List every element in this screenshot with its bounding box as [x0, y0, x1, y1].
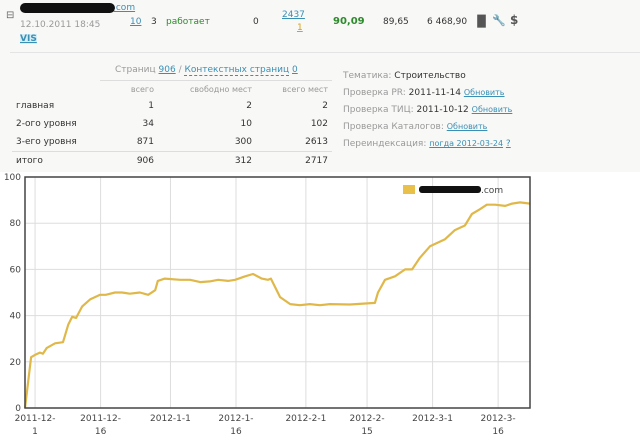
pages-label: Страниц [115, 65, 156, 75]
cell: 2-ого уровня [16, 119, 77, 129]
x-tick-label: 2011-12- [15, 414, 56, 424]
count: 3 [151, 17, 157, 27]
table-row: главная 1 2 2 [12, 97, 332, 115]
legend-label: .com [481, 186, 503, 196]
update-catalogs-link[interactable]: Обновить [446, 122, 488, 131]
x-tick-label: 2012-1- [218, 414, 253, 424]
x-tick-label: 2012-2-1 [285, 414, 326, 424]
header-total: всего [100, 80, 158, 97]
redacted-domain [20, 3, 115, 13]
status: работает [166, 17, 210, 27]
pages-summary: Страниц 906 / Контекстных страниц 0 [115, 65, 298, 76]
pages-table: всего свободно мест всего мест главная 1 2 2 … [12, 80, 332, 170]
help-link[interactable]: ? [505, 139, 511, 149]
cell: 906 [100, 151, 158, 170]
zero-value: 0 [253, 17, 259, 27]
x-tick-label-line2: 15 [361, 427, 372, 437]
x-tick-label-line2: 16 [95, 427, 107, 437]
x-tick-label: 2012-2- [349, 414, 384, 424]
x-tick-label: 2012-1-1 [150, 414, 191, 424]
cell: 2613 [305, 137, 328, 147]
catalogs-label: Проверка Каталогов: [343, 122, 444, 132]
value-3: 6 468,90 [427, 17, 468, 27]
y-tick-label: 20 [10, 358, 22, 368]
cell: 34 [142, 119, 154, 129]
y-tick-label: 60 [10, 265, 22, 275]
topic-value: Строительство [394, 71, 466, 81]
pr-date: 2011-11-14 [408, 88, 461, 98]
pr-label: Проверка PR: [343, 88, 406, 98]
cell: 312 [158, 151, 256, 170]
table-row: 2-ого уровня 34 10 102 [12, 115, 332, 133]
divider [10, 52, 640, 53]
table-row: 3-его уровня 871 300 2613 [12, 133, 332, 152]
header-blank [12, 81, 100, 98]
cell: 2717 [256, 151, 332, 170]
cell: главная [16, 101, 55, 111]
bottom-link[interactable]: 1 [297, 23, 303, 33]
x-tick-label-line2: 1 [32, 427, 38, 437]
y-tick-label: 80 [10, 219, 22, 229]
y-tick-label: 40 [10, 312, 22, 322]
redacted-legend-domain [419, 186, 481, 193]
cell: 10 [240, 119, 252, 129]
cell: 300 [234, 137, 252, 147]
cell: 1 [148, 101, 154, 111]
value-2: 89,65 [383, 17, 409, 27]
cell: 2 [322, 101, 328, 111]
x-tick-label: 2012-3- [481, 414, 516, 424]
y-tick-label: 0 [15, 404, 21, 414]
topic-label: Тематика: [343, 71, 392, 81]
tic-label: Проверка ТИЦ: [343, 105, 414, 115]
cell: 2 [246, 101, 252, 111]
plot-frame [24, 176, 531, 409]
pages-count-link[interactable]: 906 [158, 65, 176, 75]
x-tick-label-line2: 16 [230, 427, 242, 437]
reindex-link[interactable]: погда 2012-03-24 [429, 139, 504, 148]
y-tick-label: 100 [4, 173, 21, 183]
cell: 3-его уровня [16, 137, 77, 147]
update-tic-link[interactable]: Обновить [471, 105, 513, 114]
x-tick-label: 2011-12- [80, 414, 121, 424]
site-panel: ⊟ .com 12.10.2011 18:45 VIS 10 3 работае… [0, 0, 640, 172]
context-pages-link[interactable]: Контекстных страниц [184, 65, 290, 76]
vis-link[interactable]: VIS [20, 34, 37, 44]
header-free: свободно мест [158, 80, 256, 97]
total-row: итого 906 312 2717 [12, 151, 332, 170]
header-all-places: всего мест [256, 80, 332, 97]
links-count[interactable]: 10 [130, 17, 142, 27]
top-link[interactable]: 2437 [282, 10, 305, 20]
positions-chart: 0 20 40 60 80 100 2011-12- 1 2011-12- 16 2012-1-1 2… [4, 173, 531, 437]
series-line [23, 201, 531, 409]
domain-link[interactable]: .com [113, 3, 136, 13]
x-tick-label-line2: 16 [492, 427, 504, 437]
tic-date: 2011-10-12 [416, 105, 469, 115]
reindex-label: Переиндексация: [343, 139, 427, 149]
bar-chart-icon[interactable]: ▐▌ [473, 15, 490, 28]
wrench-icon[interactable]: 🔧 [492, 14, 506, 27]
dollar-icon[interactable]: $ [510, 13, 519, 27]
context-count-link[interactable]: 0 [292, 65, 298, 75]
legend: .com [403, 185, 503, 196]
cell: 871 [136, 137, 154, 147]
collapse-toggle-icon[interactable]: ⊟ [6, 10, 15, 21]
separator: / [178, 65, 182, 75]
legend-swatch [403, 185, 415, 194]
added-date: 12.10.2011 18:45 [20, 20, 101, 30]
cell: итого [12, 151, 100, 170]
update-pr-link[interactable]: Обновить [463, 88, 505, 97]
score: 90,09 [333, 16, 365, 27]
x-tick-label: 2012-3-1 [412, 414, 453, 424]
cell: 102 [310, 119, 328, 129]
info-panel: Тематика: Строительство Проверка PR: 201… [343, 71, 512, 156]
